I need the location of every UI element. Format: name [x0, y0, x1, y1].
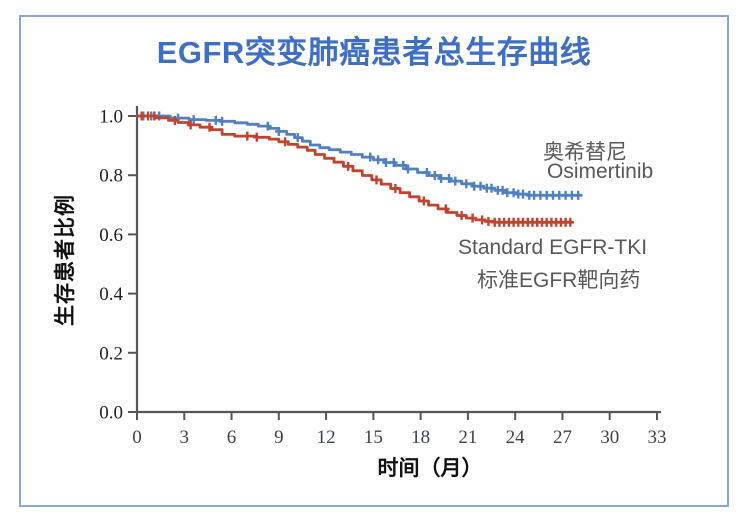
svg-text:33: 33: [647, 427, 666, 448]
legend-standard-zh: 标准EGFR靶向药: [477, 269, 641, 292]
osimertinib-curve: [135, 111, 583, 200]
legend-osimertinib-en: Osimertinib: [547, 160, 654, 183]
legend-standard-en: Standard EGFR-TKI: [458, 236, 648, 259]
x-axis: 0 3 6 9 12 15 18 21 24 27 30 33: [132, 410, 666, 448]
svg-text:12: 12: [317, 427, 336, 448]
svg-text:27: 27: [553, 427, 572, 448]
svg-text:0: 0: [132, 427, 142, 448]
svg-text:30: 30: [600, 427, 619, 448]
svg-text:3: 3: [180, 427, 190, 448]
svg-text:0.0: 0.0: [99, 403, 123, 424]
chart-title: EGFR突变肺癌患者总生存曲线: [156, 35, 592, 70]
svg-text:1.0: 1.0: [99, 107, 123, 128]
svg-text:24: 24: [506, 427, 526, 448]
svg-text:6: 6: [227, 427, 237, 448]
standard-egfr-tki-curve: [135, 111, 575, 227]
svg-text:0.4: 0.4: [99, 284, 123, 305]
svg-text:0.8: 0.8: [99, 166, 123, 187]
x-axis-label: 时间（月）: [377, 457, 483, 480]
svg-text:21: 21: [458, 427, 477, 448]
y-axis: 1.0 0.8 0.6 0.4 0.2 0.0: [99, 106, 139, 424]
legend-osimertinib-zh: 奥希替尼: [543, 141, 627, 164]
svg-text:0.6: 0.6: [99, 225, 123, 246]
svg-text:15: 15: [364, 427, 383, 448]
svg-text:9: 9: [274, 427, 284, 448]
svg-text:18: 18: [411, 427, 430, 448]
svg-text:0.2: 0.2: [99, 343, 123, 364]
y-axis-label: 生存患者比例: [54, 194, 77, 326]
